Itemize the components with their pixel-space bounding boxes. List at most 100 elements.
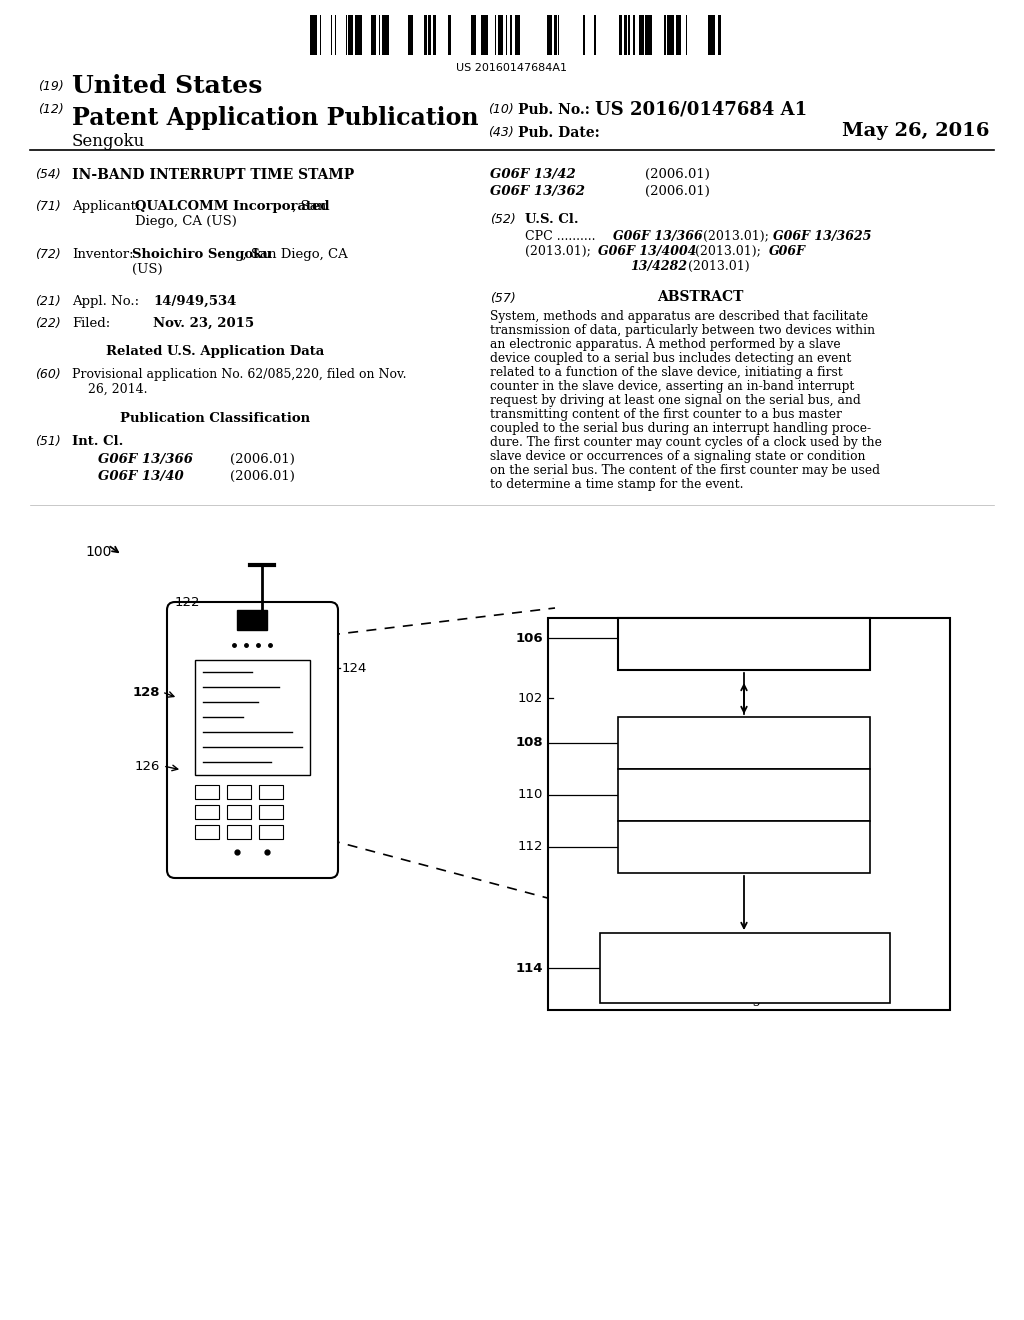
Text: related to a function of the slave device, initiating a first: related to a function of the slave devic…	[490, 366, 843, 379]
Text: coupled to the serial bus during an interrupt handling proce-: coupled to the serial bus during an inte…	[490, 422, 871, 436]
Text: G06F 13/366: G06F 13/366	[98, 453, 193, 466]
Text: 13/4282: 13/4282	[630, 260, 687, 273]
Text: Shoichiro Sengoku: Shoichiro Sengoku	[132, 248, 271, 261]
Text: (2006.01): (2006.01)	[645, 185, 710, 198]
Text: 14/949,534: 14/949,534	[153, 294, 237, 308]
Bar	[624, 15, 627, 55]
Text: 110: 110	[517, 788, 543, 801]
Bar	[618, 15, 622, 55]
Bar	[259, 785, 283, 799]
Bar	[433, 15, 436, 55]
Text: Pub. Date:: Pub. Date:	[518, 125, 600, 140]
Text: (54): (54)	[35, 168, 60, 181]
Text: Related U.S. Application Data: Related U.S. Application Data	[105, 345, 325, 358]
Bar	[664, 15, 666, 55]
Text: (60): (60)	[35, 368, 60, 381]
Bar	[708, 15, 715, 55]
Bar	[237, 610, 267, 630]
Text: 100: 100	[85, 545, 112, 558]
Text: an electronic apparatus. A method performed by a slave: an electronic apparatus. A method perfor…	[490, 338, 841, 351]
Text: transmitting content of the first counter to a bus master: transmitting content of the first counte…	[490, 408, 842, 421]
Text: on the serial bus. The content of the first counter may be used: on the serial bus. The content of the fi…	[490, 465, 880, 477]
Text: device coupled to a serial bus includes detecting an event: device coupled to a serial bus includes …	[490, 352, 851, 366]
Bar	[618, 821, 870, 873]
FancyBboxPatch shape	[167, 602, 338, 878]
Text: IN-BAND INTERRUPT TIME STAMP: IN-BAND INTERRUPT TIME STAMP	[72, 168, 354, 182]
Bar	[227, 805, 251, 818]
Bar	[628, 15, 630, 55]
Text: (2013.01);: (2013.01);	[525, 246, 591, 257]
Bar	[510, 15, 512, 55]
Text: (57): (57)	[490, 292, 516, 305]
Text: Nov. 23, 2015: Nov. 23, 2015	[153, 317, 254, 330]
Text: , San Diego, CA: , San Diego, CA	[132, 248, 348, 261]
Bar	[547, 15, 552, 55]
Text: May 26, 2016: May 26, 2016	[843, 121, 990, 140]
Bar	[667, 15, 674, 55]
Bar	[618, 618, 870, 671]
Bar	[428, 15, 431, 55]
Text: , San: , San	[135, 201, 327, 213]
Text: CPC ..........: CPC ..........	[525, 230, 596, 243]
Text: 106: 106	[515, 631, 543, 644]
Text: Processing Circuit: Processing Circuit	[684, 993, 814, 1006]
Text: United States: United States	[72, 74, 262, 98]
Bar	[639, 15, 644, 55]
Bar	[554, 15, 557, 55]
Text: Pub. No.:: Pub. No.:	[518, 103, 590, 117]
Text: to determine a time stamp for the event.: to determine a time stamp for the event.	[490, 478, 743, 491]
Text: (2013.01): (2013.01)	[688, 260, 750, 273]
Bar	[424, 15, 427, 55]
Text: Int. Cl.: Int. Cl.	[72, 436, 123, 447]
Text: Applicant:: Applicant:	[72, 201, 140, 213]
Bar	[195, 785, 219, 799]
Bar	[676, 15, 681, 55]
Bar	[355, 15, 362, 55]
Bar	[449, 15, 451, 55]
Text: (19): (19)	[38, 81, 63, 92]
Text: US 20160147684A1: US 20160147684A1	[457, 63, 567, 73]
Text: System, methods and apparatus are described that facilitate: System, methods and apparatus are descri…	[490, 310, 868, 323]
Bar	[195, 825, 219, 840]
Bar	[594, 15, 596, 55]
Text: G06F 13/366: G06F 13/366	[613, 230, 702, 243]
Text: U.S. Cl.: U.S. Cl.	[525, 213, 579, 226]
Text: 112: 112	[517, 841, 543, 854]
Text: ASIC: ASIC	[723, 737, 765, 750]
Bar	[371, 15, 376, 55]
Text: Filed:: Filed:	[72, 317, 111, 330]
Text: QUALCOMM Incorporated: QUALCOMM Incorporated	[135, 201, 330, 213]
Text: 102: 102	[517, 692, 543, 705]
Text: request by driving at least one signal on the serial bus, and: request by driving at least one signal o…	[490, 393, 861, 407]
Text: (51): (51)	[35, 436, 60, 447]
Bar	[348, 15, 353, 55]
Bar	[227, 825, 251, 840]
Text: 124: 124	[342, 661, 368, 675]
Bar	[382, 15, 389, 55]
Text: (43): (43)	[488, 125, 514, 139]
Text: G06F 13/362: G06F 13/362	[490, 185, 585, 198]
Text: dure. The first counter may count cycles of a clock used by the: dure. The first counter may count cycles…	[490, 436, 882, 449]
Text: slave device or occurrences of a signaling state or condition: slave device or occurrences of a signali…	[490, 450, 865, 463]
Bar	[645, 15, 652, 55]
Text: 114: 114	[515, 961, 543, 974]
Text: G06F: G06F	[769, 246, 806, 257]
Text: Appl. No.:: Appl. No.:	[72, 294, 139, 308]
Text: counter in the slave device, asserting an in-band interrupt: counter in the slave device, asserting a…	[490, 380, 854, 393]
Text: (2006.01): (2006.01)	[645, 168, 710, 181]
Text: (2013.01);: (2013.01);	[695, 246, 761, 257]
Text: (22): (22)	[35, 317, 60, 330]
Text: (2013.01);: (2013.01);	[703, 230, 769, 243]
Text: 122: 122	[174, 597, 200, 610]
Bar	[618, 717, 870, 770]
Text: (12): (12)	[38, 103, 63, 116]
Bar	[515, 15, 520, 55]
Text: transmission of data, particularly between two devices within: transmission of data, particularly betwe…	[490, 323, 876, 337]
Bar	[195, 805, 219, 818]
Text: G06F 13/40: G06F 13/40	[98, 470, 183, 483]
Bar	[227, 785, 251, 799]
Bar	[310, 15, 317, 55]
Bar	[259, 825, 283, 840]
Text: Diego, CA (US): Diego, CA (US)	[135, 215, 237, 228]
Text: Transceiver: Transceiver	[702, 638, 786, 651]
